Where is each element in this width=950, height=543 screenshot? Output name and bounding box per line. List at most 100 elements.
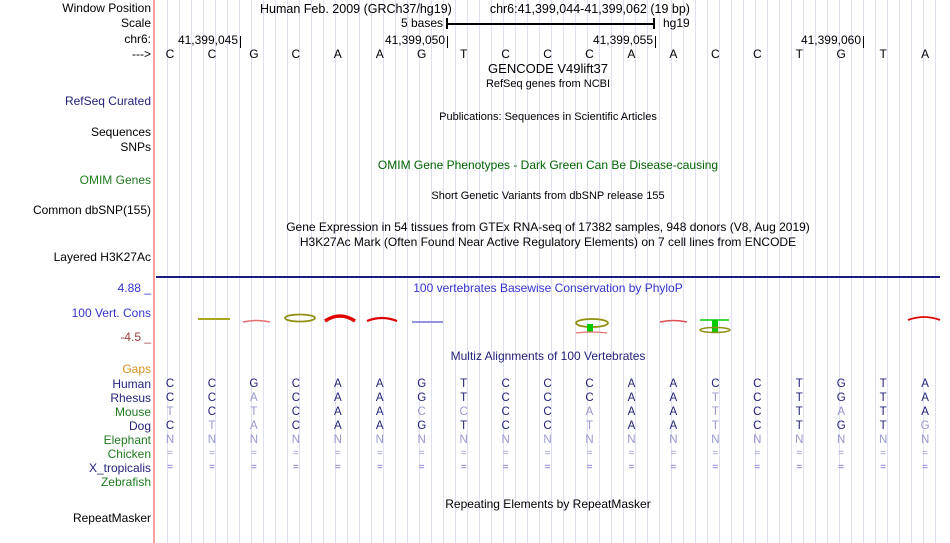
species-label-chicken[interactable]: Chicken [107, 447, 151, 461]
alignment-base: T [166, 406, 174, 418]
alignment-base: T [208, 420, 216, 432]
reference-base: T [459, 47, 468, 61]
alignment-base: = [544, 462, 551, 473]
track-title-h3k27ac[interactable]: H3K27Ac Mark (Often Found Near Active Re… [299, 235, 797, 249]
alignment-base: A [921, 378, 929, 390]
alignment-base: N [585, 434, 594, 446]
alignment-base: = [922, 462, 929, 473]
species-label-rhesus[interactable]: Rhesus [110, 391, 151, 405]
reference-base: C [543, 47, 552, 61]
alignment-base: A [627, 378, 636, 390]
chrom-label: chr6: [124, 32, 151, 46]
reference-base: A [669, 47, 678, 61]
alignment-base: C [291, 406, 300, 418]
alignment-base: = [502, 448, 509, 459]
track-title-repeatmasker[interactable]: Repeating Elements by RepeatMasker [445, 497, 651, 511]
track-label-refseq[interactable]: RefSeq Curated [64, 94, 151, 108]
scale-label: Scale [120, 16, 151, 30]
alignment-base: G [417, 378, 427, 390]
reference-base: A [333, 47, 342, 61]
alignment-base: G [836, 392, 846, 404]
scale-bar [447, 23, 654, 25]
alignment-base: A [375, 420, 384, 432]
alignment-base: = [670, 462, 677, 473]
alignment-base: = [628, 448, 635, 459]
alignment-base: T [795, 406, 803, 418]
species-label-x_tropicalis[interactable]: X_tropicalis [88, 461, 151, 475]
track-label-sequences[interactable]: Sequences [90, 125, 151, 139]
alignment-base: N [920, 434, 930, 446]
species-label-zebrafish[interactable]: Zebrafish [100, 475, 151, 489]
alignment-base: C [459, 406, 468, 418]
alignment-base: A [669, 392, 678, 404]
base-gridlines [156, 0, 941, 543]
alignment-base: C [501, 406, 510, 418]
assembly-title: Human Feb. 2009 (GRCh37/hg19) [260, 2, 452, 16]
track-title-gtex[interactable]: Gene Expression in 54 tissues from GTEx … [286, 220, 810, 234]
alignment-base: N [333, 434, 342, 446]
alignment-base: T [711, 420, 719, 432]
alignment-base: G [836, 378, 846, 390]
alignment-base: N [543, 434, 552, 446]
alignment-base: T [460, 378, 468, 390]
track-label-repeatmasker[interactable]: RepeatMasker [72, 511, 151, 525]
reference-base: C [585, 47, 594, 61]
track-label-conservation[interactable]: 100 Vert. Cons [71, 306, 151, 320]
alignment-base: A [627, 420, 636, 432]
alignment-base: C [501, 392, 510, 404]
track-start-line [153, 0, 155, 543]
reference-base: A [627, 47, 636, 61]
alignment-base: G [249, 378, 259, 390]
species-label-human[interactable]: Human [112, 377, 151, 391]
track-label-dbsnp[interactable]: Common dbSNP(155) [32, 203, 151, 217]
track-title-multiz[interactable]: Multiz Alignments of 100 Vertebrates [450, 349, 646, 363]
track-title-dbsnp[interactable]: Short Genetic Variants from dbSNP releas… [431, 190, 665, 202]
multiz-gaps-label[interactable]: Gaps [122, 362, 151, 376]
alignment-base: = [628, 462, 635, 473]
reference-base: G [836, 47, 846, 61]
alignment-base: T [795, 420, 803, 432]
species-label-elephant[interactable]: Elephant [103, 433, 151, 447]
reference-base: G [249, 47, 259, 61]
track-label-snps[interactable]: SNPs [120, 140, 151, 154]
reference-base: C [711, 47, 720, 61]
alignment-base: = [334, 448, 341, 459]
alignment-base: A [375, 392, 384, 404]
alignment-base: T [711, 406, 719, 418]
alignment-base: C [207, 378, 217, 390]
alignment-base: = [544, 448, 551, 459]
alignment-base: N [711, 434, 720, 446]
alignment-base: = [250, 462, 257, 473]
alignment-base: N [417, 434, 426, 446]
alignment-base: = [167, 462, 173, 473]
alignment-base: N [501, 434, 510, 446]
reference-base: A [921, 47, 930, 61]
conservation-min-value: -4.5 _ [120, 330, 151, 344]
alignment-base: G [836, 420, 846, 432]
track-title-omim[interactable]: OMIM Gene Phenotypes - Dark Green Can Be… [377, 158, 719, 172]
alignment-base: N [291, 434, 300, 446]
track-subtitle-refseq[interactable]: RefSeq genes from NCBI [485, 78, 611, 90]
coordinate-tick [655, 36, 656, 48]
species-label-dog[interactable]: Dog [128, 419, 151, 433]
track-label-omim[interactable]: OMIM Genes [79, 173, 151, 187]
alignment-base: A [669, 420, 678, 432]
coordinate-tick [240, 36, 241, 48]
alignment-base: = [418, 448, 425, 459]
species-label-mouse[interactable]: Mouse [114, 405, 151, 419]
alignment-base: = [838, 462, 845, 473]
alignment-base: = [292, 448, 299, 459]
track-title-publications[interactable]: Publications: Sequences in Scientific Ar… [439, 111, 657, 123]
alignment-base: = [376, 448, 383, 459]
alignment-base: C [207, 392, 217, 404]
track-title-gencode[interactable]: GENCODE V49lift37 [488, 61, 608, 76]
alignment-base: C [291, 420, 300, 432]
alignment-base: N [837, 434, 846, 446]
alignment-base: A [585, 406, 594, 418]
alignment-base: = [502, 462, 509, 473]
alignment-base: T [879, 420, 887, 432]
alignment-base: = [922, 448, 929, 459]
track-title-phylop[interactable]: 100 vertebrates Basewise Conservation by… [413, 281, 683, 295]
track-label-h3k27ac[interactable]: Layered H3K27Ac [53, 250, 151, 264]
alignment-base: = [586, 462, 593, 473]
